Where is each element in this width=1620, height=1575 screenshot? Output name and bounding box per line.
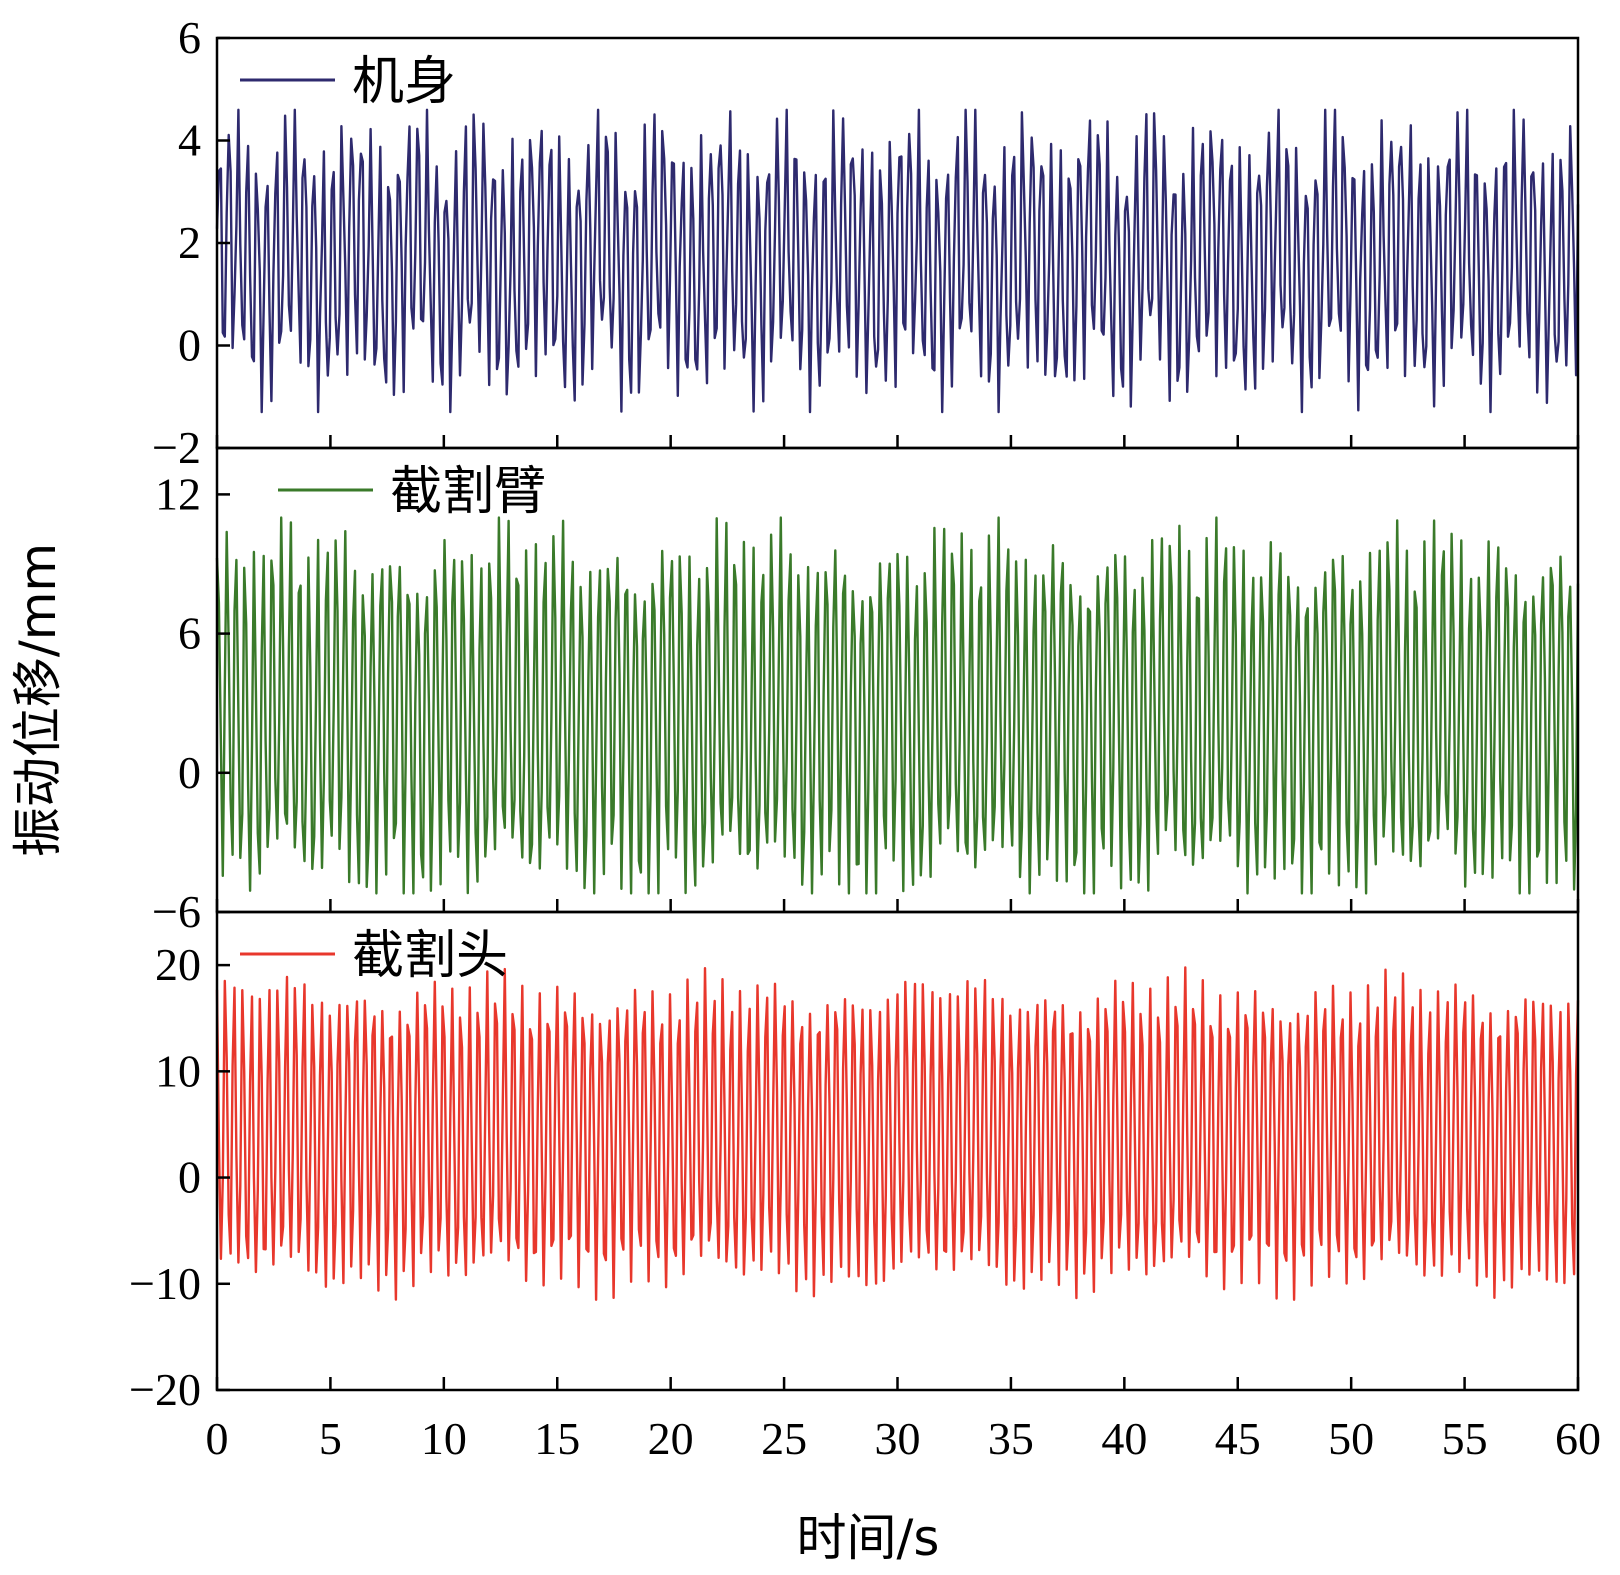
y-tick-label: 10 xyxy=(155,1045,201,1096)
x-tick-label: 40 xyxy=(1101,1413,1147,1464)
legend-label: 截割臂 xyxy=(390,462,546,522)
y-tick-label: 12 xyxy=(155,468,201,519)
x-tick-label: 55 xyxy=(1442,1413,1488,1464)
panel-1: −2 0 2 4 6 机身 xyxy=(152,12,1580,473)
x-tick-label: 30 xyxy=(875,1413,921,1464)
x-tick-label: 45 xyxy=(1215,1413,1261,1464)
x-tick-label: 50 xyxy=(1328,1413,1374,1464)
legend-label: 机身 xyxy=(352,52,456,112)
x-tick-label: 60 xyxy=(1555,1413,1601,1464)
series-line-2 xyxy=(215,516,1580,895)
series-line-3 xyxy=(215,966,1580,1301)
x-tick-label: 15 xyxy=(534,1413,580,1464)
y-tick-label: −20 xyxy=(129,1364,201,1415)
y-tick-label: 4 xyxy=(178,115,201,166)
series-line-1 xyxy=(215,108,1580,414)
y-tick-label: 20 xyxy=(155,939,201,990)
y-tick-label: −6 xyxy=(152,886,201,937)
x-tick-label: 10 xyxy=(421,1413,467,1464)
x-tick-label: 35 xyxy=(988,1413,1034,1464)
x-tick-label: 20 xyxy=(648,1413,694,1464)
x-tick-label: 5 xyxy=(319,1413,342,1464)
y-tick-label: −2 xyxy=(152,422,201,473)
panel-3: −20 −10 0 10 20 截割头 xyxy=(129,910,1580,1415)
y-tick-label: 6 xyxy=(178,608,201,659)
y-tick-label: 2 xyxy=(178,217,201,268)
y-tick-label: −10 xyxy=(129,1258,201,1309)
y-tick-label: 0 xyxy=(178,1152,201,1203)
y-tick-label: 0 xyxy=(178,747,201,798)
panel-2: −6 0 6 12 截割臂 xyxy=(152,446,1580,937)
legend-label: 截割头 xyxy=(352,926,508,986)
y-tick-label: 0 xyxy=(178,320,201,371)
y-tick-label: 6 xyxy=(178,12,201,63)
x-tick-label: 0 xyxy=(206,1413,229,1464)
x-axis-title: 时间/s xyxy=(797,1509,940,1567)
y-axis-title: 振动位移/mm xyxy=(9,543,67,857)
x-tick-label: 25 xyxy=(761,1413,807,1464)
